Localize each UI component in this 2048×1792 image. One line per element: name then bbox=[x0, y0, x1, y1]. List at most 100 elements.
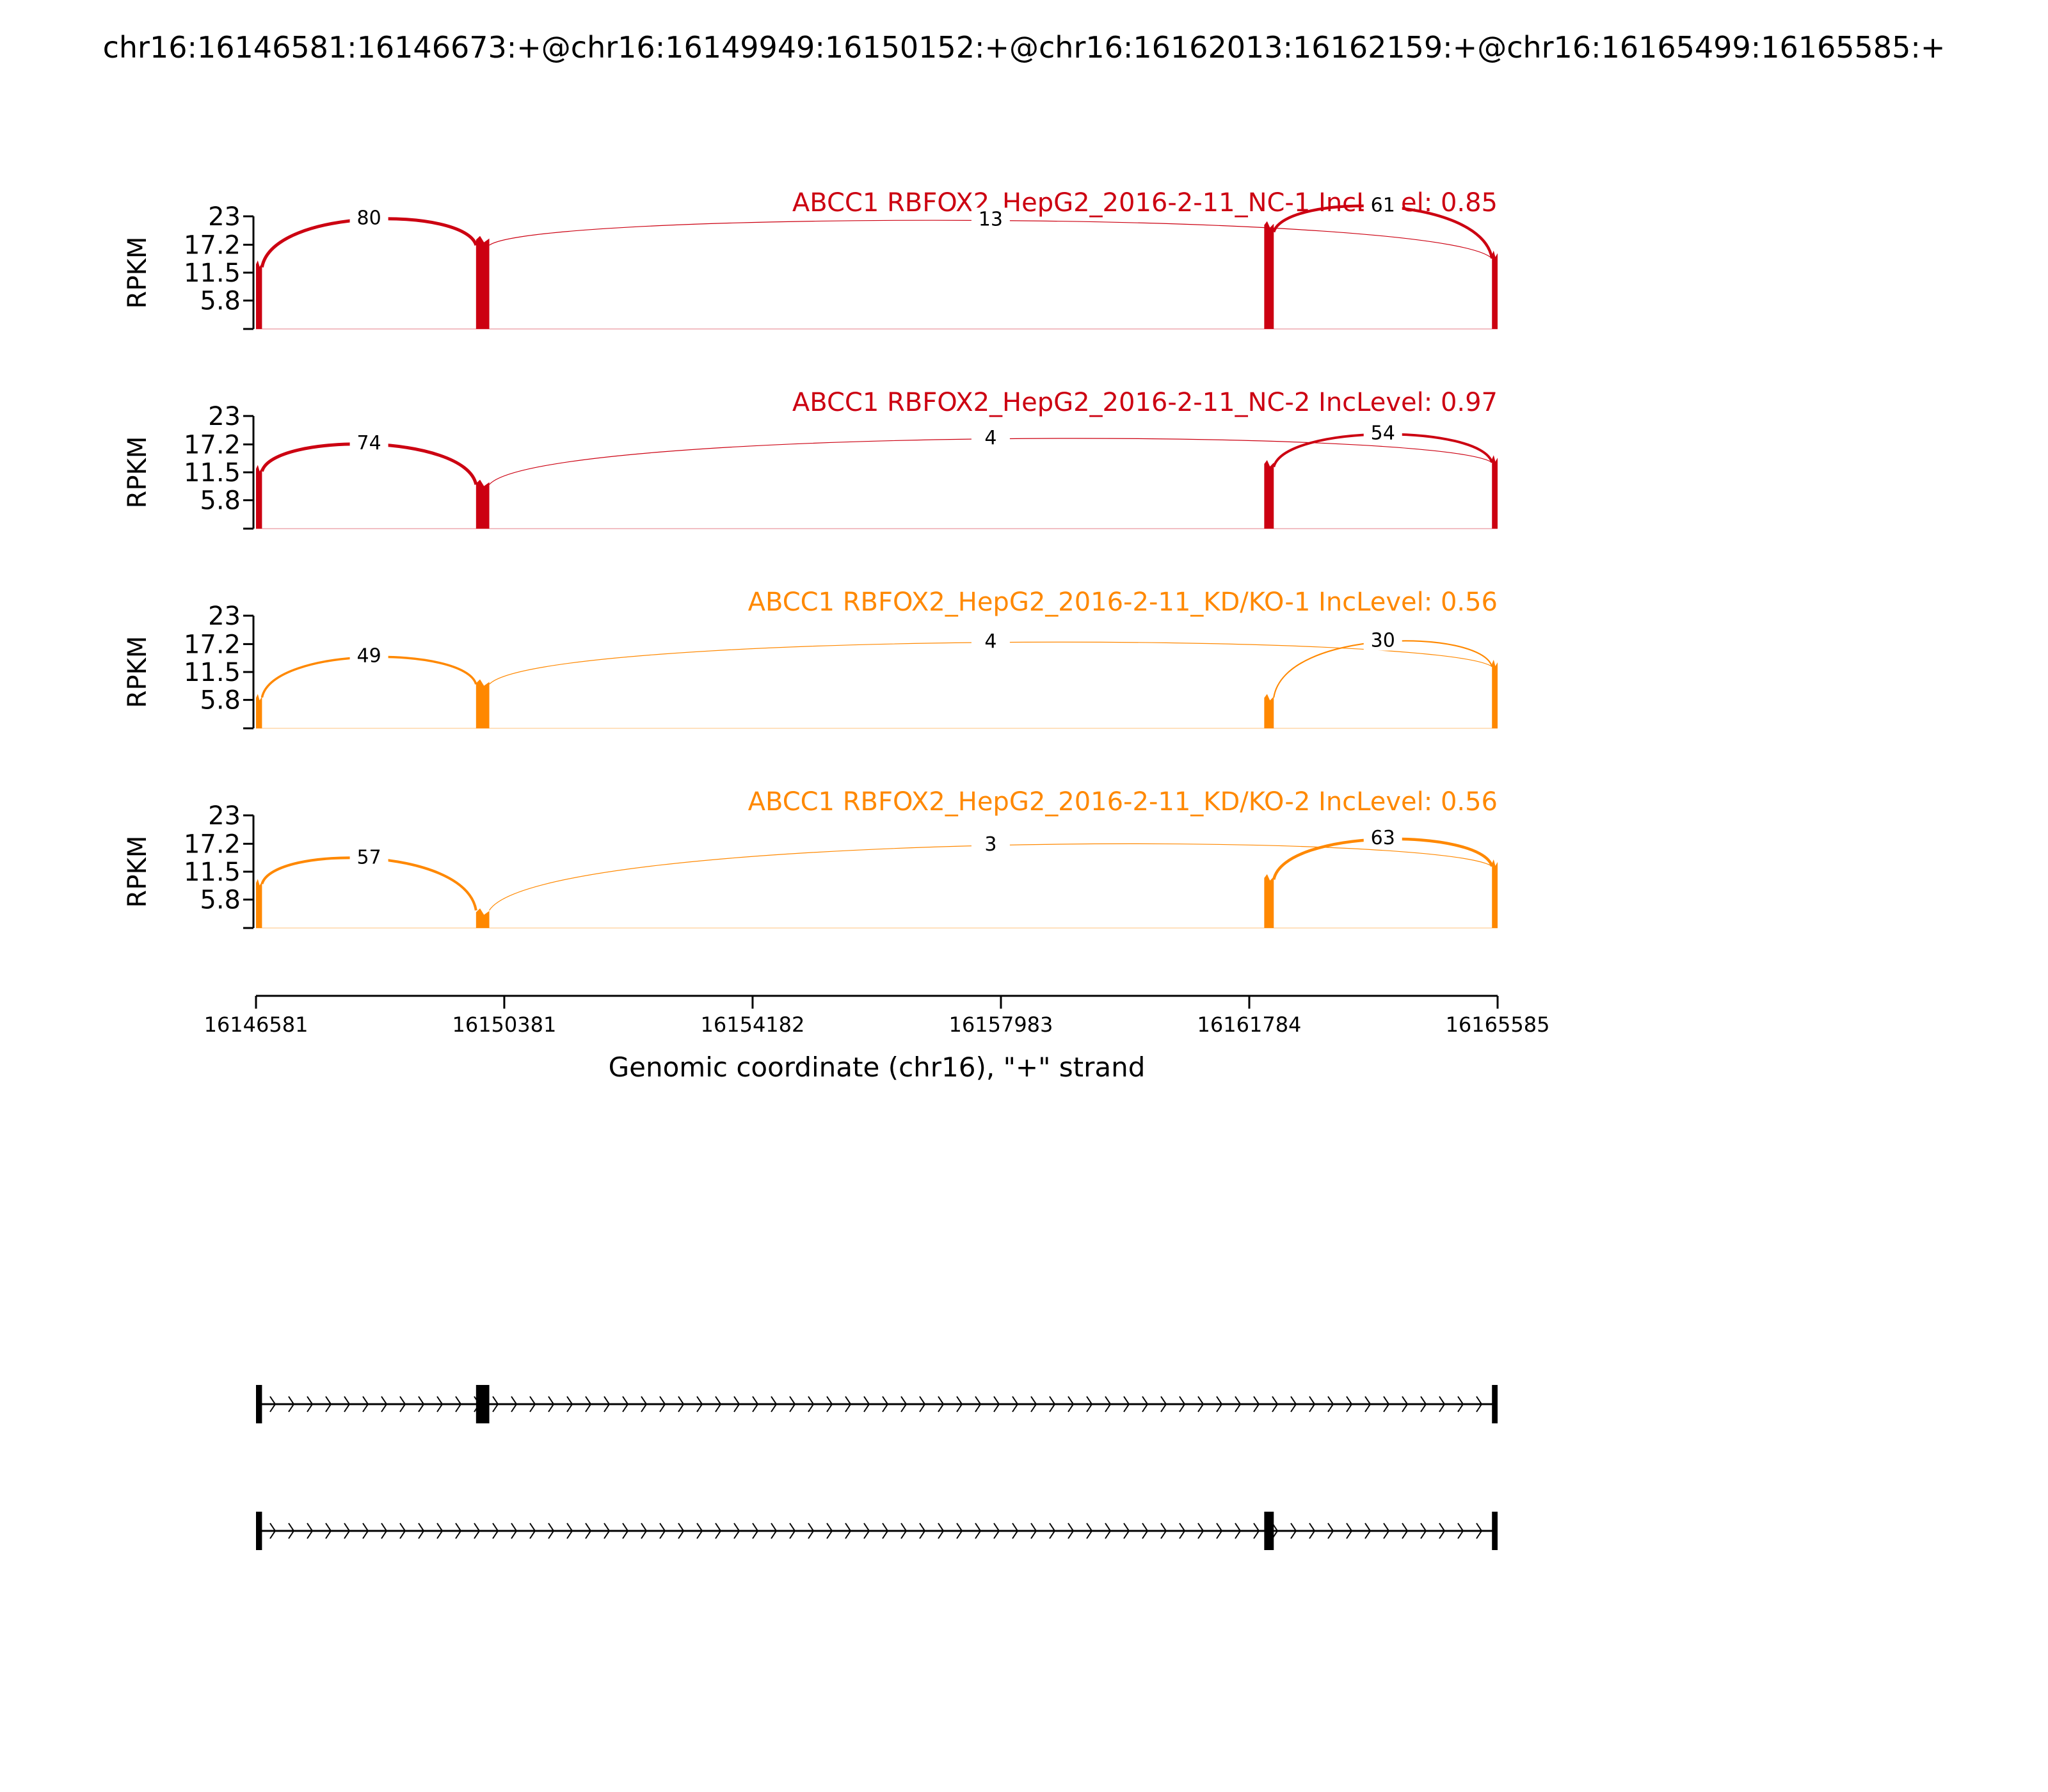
strand-arrow bbox=[566, 1523, 573, 1539]
junction-count: 30 bbox=[1371, 630, 1395, 652]
strand-arrow bbox=[288, 1396, 295, 1412]
strand-arrow bbox=[529, 1396, 536, 1412]
strand-arrow bbox=[975, 1523, 982, 1539]
y-tick-label: 5.8 bbox=[200, 686, 241, 716]
strand-arrow bbox=[1142, 1396, 1149, 1412]
strand-arrow bbox=[882, 1523, 889, 1539]
strand-arrow bbox=[993, 1523, 1000, 1539]
strand-arrow bbox=[362, 1396, 369, 1412]
strand-arrow bbox=[1420, 1396, 1427, 1412]
strand-arrow bbox=[436, 1396, 444, 1412]
junction-count: 61 bbox=[1371, 195, 1395, 217]
strand-arrow bbox=[956, 1396, 963, 1412]
strand-arrow bbox=[604, 1523, 611, 1539]
coverage-panel: ABCC1 RBFOX2_HepG2_2016-2-11_NC-2 IncLev… bbox=[123, 388, 1498, 530]
strand-arrow bbox=[1216, 1523, 1223, 1539]
strand-arrow bbox=[919, 1523, 926, 1539]
strand-arrow bbox=[1049, 1396, 1056, 1412]
strand-arrow bbox=[919, 1396, 926, 1412]
junction-count: 4 bbox=[984, 630, 996, 653]
strand-arrow bbox=[845, 1396, 852, 1412]
isoform-tracks bbox=[256, 1385, 1498, 1550]
coverage-panel: ABCC1 RBFOX2_HepG2_2016-2-11_KD/KO-1 Inc… bbox=[123, 588, 1498, 730]
strand-arrow bbox=[1030, 1396, 1037, 1412]
strand-arrow bbox=[863, 1523, 870, 1539]
strand-arrow bbox=[269, 1396, 276, 1412]
x-tick-label: 16157983 bbox=[949, 1012, 1053, 1037]
y-tick-label: 23 bbox=[208, 801, 241, 831]
strand-arrow bbox=[269, 1523, 276, 1539]
strand-arrow bbox=[1086, 1523, 1093, 1539]
strand-arrow bbox=[455, 1523, 462, 1539]
y-axis-label: RPKM bbox=[123, 636, 152, 708]
strand-arrow bbox=[362, 1523, 369, 1539]
y-axis-label: RPKM bbox=[123, 836, 152, 908]
exon-block bbox=[256, 1385, 262, 1423]
junction-label-bg bbox=[349, 845, 388, 868]
junction-label-bg bbox=[349, 206, 388, 228]
junction-count: 74 bbox=[357, 432, 381, 454]
junction-label-bg bbox=[971, 629, 1010, 652]
coverage-peak bbox=[476, 908, 490, 928]
y-tick-label: 23 bbox=[208, 602, 241, 631]
coverage-peak bbox=[1264, 460, 1274, 529]
strand-arrow bbox=[1309, 1396, 1316, 1412]
y-tick-label: 23 bbox=[208, 202, 241, 232]
x-axis: 16146581 16150381 16154182 16157983 16161784… bbox=[204, 995, 1549, 1037]
y-tick-label: 11.5 bbox=[184, 858, 241, 887]
strand-arrow bbox=[752, 1523, 759, 1539]
strand-arrow bbox=[696, 1396, 703, 1412]
x-tick-label: 16161784 bbox=[1197, 1012, 1302, 1037]
strand-arrow bbox=[696, 1523, 703, 1539]
coverage-peak bbox=[476, 679, 490, 728]
junction-label-bg bbox=[349, 644, 388, 666]
strand-arrow bbox=[344, 1523, 351, 1539]
strand-arrow bbox=[975, 1396, 982, 1412]
strand-arrow bbox=[1012, 1523, 1019, 1539]
strand-arrow bbox=[1142, 1523, 1149, 1539]
x-tick-label: 16150381 bbox=[452, 1012, 556, 1037]
strand-arrow bbox=[1179, 1523, 1186, 1539]
y-axis-label: RPKM bbox=[123, 436, 152, 509]
isoform-track bbox=[256, 1385, 1498, 1423]
strand-arrow bbox=[1123, 1396, 1130, 1412]
strand-arrow bbox=[622, 1523, 629, 1539]
strand-arrow bbox=[863, 1396, 870, 1412]
strand-arrow bbox=[659, 1523, 666, 1539]
strand-arrow bbox=[1476, 1523, 1483, 1539]
strand-arrow bbox=[678, 1396, 685, 1412]
coverage-panel: ABCC1 RBFOX2_HepG2_2016-2-11_NC-1 IncLev… bbox=[123, 188, 1498, 330]
strand-arrow bbox=[325, 1396, 332, 1412]
strand-arrow bbox=[1179, 1396, 1186, 1412]
y-tick-label: 11.5 bbox=[184, 458, 241, 488]
junction-label-bg bbox=[1363, 826, 1402, 849]
strand-arrow bbox=[845, 1523, 852, 1539]
junction-label-bg bbox=[1363, 628, 1402, 651]
coverage-peak bbox=[256, 260, 262, 329]
strand-arrow bbox=[882, 1396, 889, 1412]
junction-label-bg bbox=[971, 832, 1010, 854]
strand-arrow bbox=[1030, 1523, 1037, 1539]
strand-arrow bbox=[1012, 1396, 1019, 1412]
strand-arrow bbox=[1383, 1396, 1390, 1412]
strand-arrow bbox=[381, 1523, 388, 1539]
y-tick-label: 5.8 bbox=[200, 886, 241, 915]
strand-arrow bbox=[511, 1396, 518, 1412]
strand-arrow bbox=[529, 1523, 536, 1539]
strand-arrow bbox=[715, 1396, 722, 1412]
strand-arrow bbox=[492, 1396, 499, 1412]
strand-arrow bbox=[307, 1523, 314, 1539]
strand-arrow bbox=[344, 1396, 351, 1412]
strand-arrow bbox=[1235, 1396, 1242, 1412]
junction-count: 3 bbox=[984, 833, 996, 856]
strand-arrow bbox=[678, 1523, 685, 1539]
strand-arrow bbox=[1383, 1523, 1390, 1539]
strand-arrow bbox=[455, 1396, 462, 1412]
junction-label-bg bbox=[971, 207, 1010, 230]
strand-arrow bbox=[1160, 1523, 1167, 1539]
strand-arrow bbox=[789, 1523, 796, 1539]
strand-arrow bbox=[1105, 1396, 1112, 1412]
junction-label-bg bbox=[1363, 421, 1402, 444]
strand-arrow bbox=[381, 1396, 388, 1412]
